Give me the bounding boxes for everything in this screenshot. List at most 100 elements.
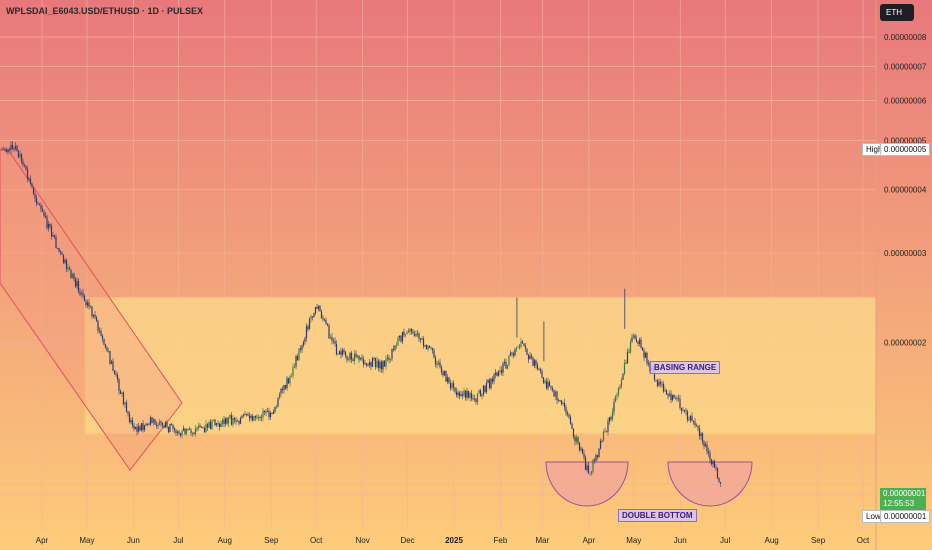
candle-body <box>164 422 167 428</box>
candle-body <box>151 417 153 423</box>
candle-body <box>680 407 683 411</box>
candle-body <box>152 419 155 423</box>
candle-body <box>169 424 171 432</box>
candle-body <box>251 415 254 421</box>
candle-body <box>181 430 183 436</box>
candle-body <box>364 363 366 365</box>
candle-body <box>502 363 504 373</box>
candle-body <box>524 346 527 349</box>
candle-body <box>275 406 278 408</box>
candle-body <box>127 411 129 414</box>
candle-body <box>85 301 87 306</box>
candle-body <box>233 418 236 421</box>
candle-body <box>496 372 498 377</box>
candle-body <box>5 150 8 153</box>
candle-body <box>514 349 516 356</box>
x-tick-label: Jun <box>674 536 687 545</box>
candle-body <box>551 387 554 390</box>
candle-body <box>241 415 243 418</box>
candle-body <box>553 389 555 397</box>
candle-body <box>155 424 158 426</box>
candle-body <box>176 431 179 433</box>
candle-body <box>535 360 537 365</box>
candle-body <box>559 400 561 402</box>
candle-body <box>380 362 383 370</box>
candle-body <box>374 357 377 368</box>
candle-body <box>13 148 15 150</box>
candle-body <box>655 379 657 381</box>
candle-body <box>376 360 378 368</box>
candle-body <box>604 431 606 433</box>
candle-body <box>184 428 186 434</box>
candle-body <box>76 281 78 287</box>
currency-button[interactable]: ETH <box>880 4 914 21</box>
candle-body <box>115 373 117 375</box>
candle-body <box>470 393 473 399</box>
candle-body <box>196 428 198 430</box>
candle-body <box>629 341 632 353</box>
candle-body <box>665 390 668 395</box>
candle-body <box>694 421 696 426</box>
candle-body <box>605 431 608 433</box>
candle-body <box>613 401 615 412</box>
candle-body <box>467 390 470 398</box>
candle-body <box>148 424 150 426</box>
candle-body <box>719 482 722 485</box>
candle-body <box>58 248 60 252</box>
candle-body <box>68 267 71 270</box>
candle-body <box>95 317 98 321</box>
candle-body <box>71 273 74 279</box>
candle-body <box>526 348 528 355</box>
candle-body <box>67 267 69 270</box>
low-label: Low <box>862 510 885 523</box>
candle-body <box>673 394 675 399</box>
candle-body <box>592 459 594 472</box>
candle-body <box>40 204 42 210</box>
candle-body <box>484 385 486 393</box>
candle-body <box>385 358 387 367</box>
candle-body <box>365 363 368 366</box>
candle-body <box>452 383 455 388</box>
candle-body <box>355 353 357 357</box>
candle-body <box>281 388 284 390</box>
candle-body <box>19 153 21 158</box>
candle-body <box>439 362 441 368</box>
candle-body <box>616 394 618 397</box>
candle-body <box>175 429 177 433</box>
candle-body <box>328 325 330 339</box>
candle-body <box>481 394 483 397</box>
candle-body <box>25 165 27 169</box>
candle-body <box>394 345 396 350</box>
candle-body <box>50 226 53 237</box>
candle-body <box>104 344 107 348</box>
candle-body <box>143 425 146 431</box>
candle-body <box>10 145 12 151</box>
bowl-left <box>545 461 629 507</box>
candle-body <box>172 425 174 429</box>
candle-body <box>272 411 275 414</box>
y-tick-label: 0.00000003 <box>884 249 927 258</box>
candle-body <box>674 398 677 399</box>
candle-body <box>8 149 11 151</box>
candle-body <box>497 370 500 377</box>
candle-body <box>691 416 693 422</box>
candle-body <box>295 355 297 367</box>
candle-body <box>14 146 17 149</box>
basing-range-rect <box>84 297 877 435</box>
candle-body <box>644 352 647 358</box>
candle-body <box>637 341 639 344</box>
candle-body <box>361 357 363 360</box>
candle-body <box>362 359 365 365</box>
candle-body <box>298 348 300 360</box>
candle-body <box>382 360 384 370</box>
candle-body <box>455 391 458 396</box>
candle-body <box>593 459 596 461</box>
candle-body <box>248 415 251 419</box>
candle-body <box>704 444 707 447</box>
candle-body <box>428 345 431 348</box>
candle-body <box>4 148 6 151</box>
candle-body <box>280 388 282 394</box>
